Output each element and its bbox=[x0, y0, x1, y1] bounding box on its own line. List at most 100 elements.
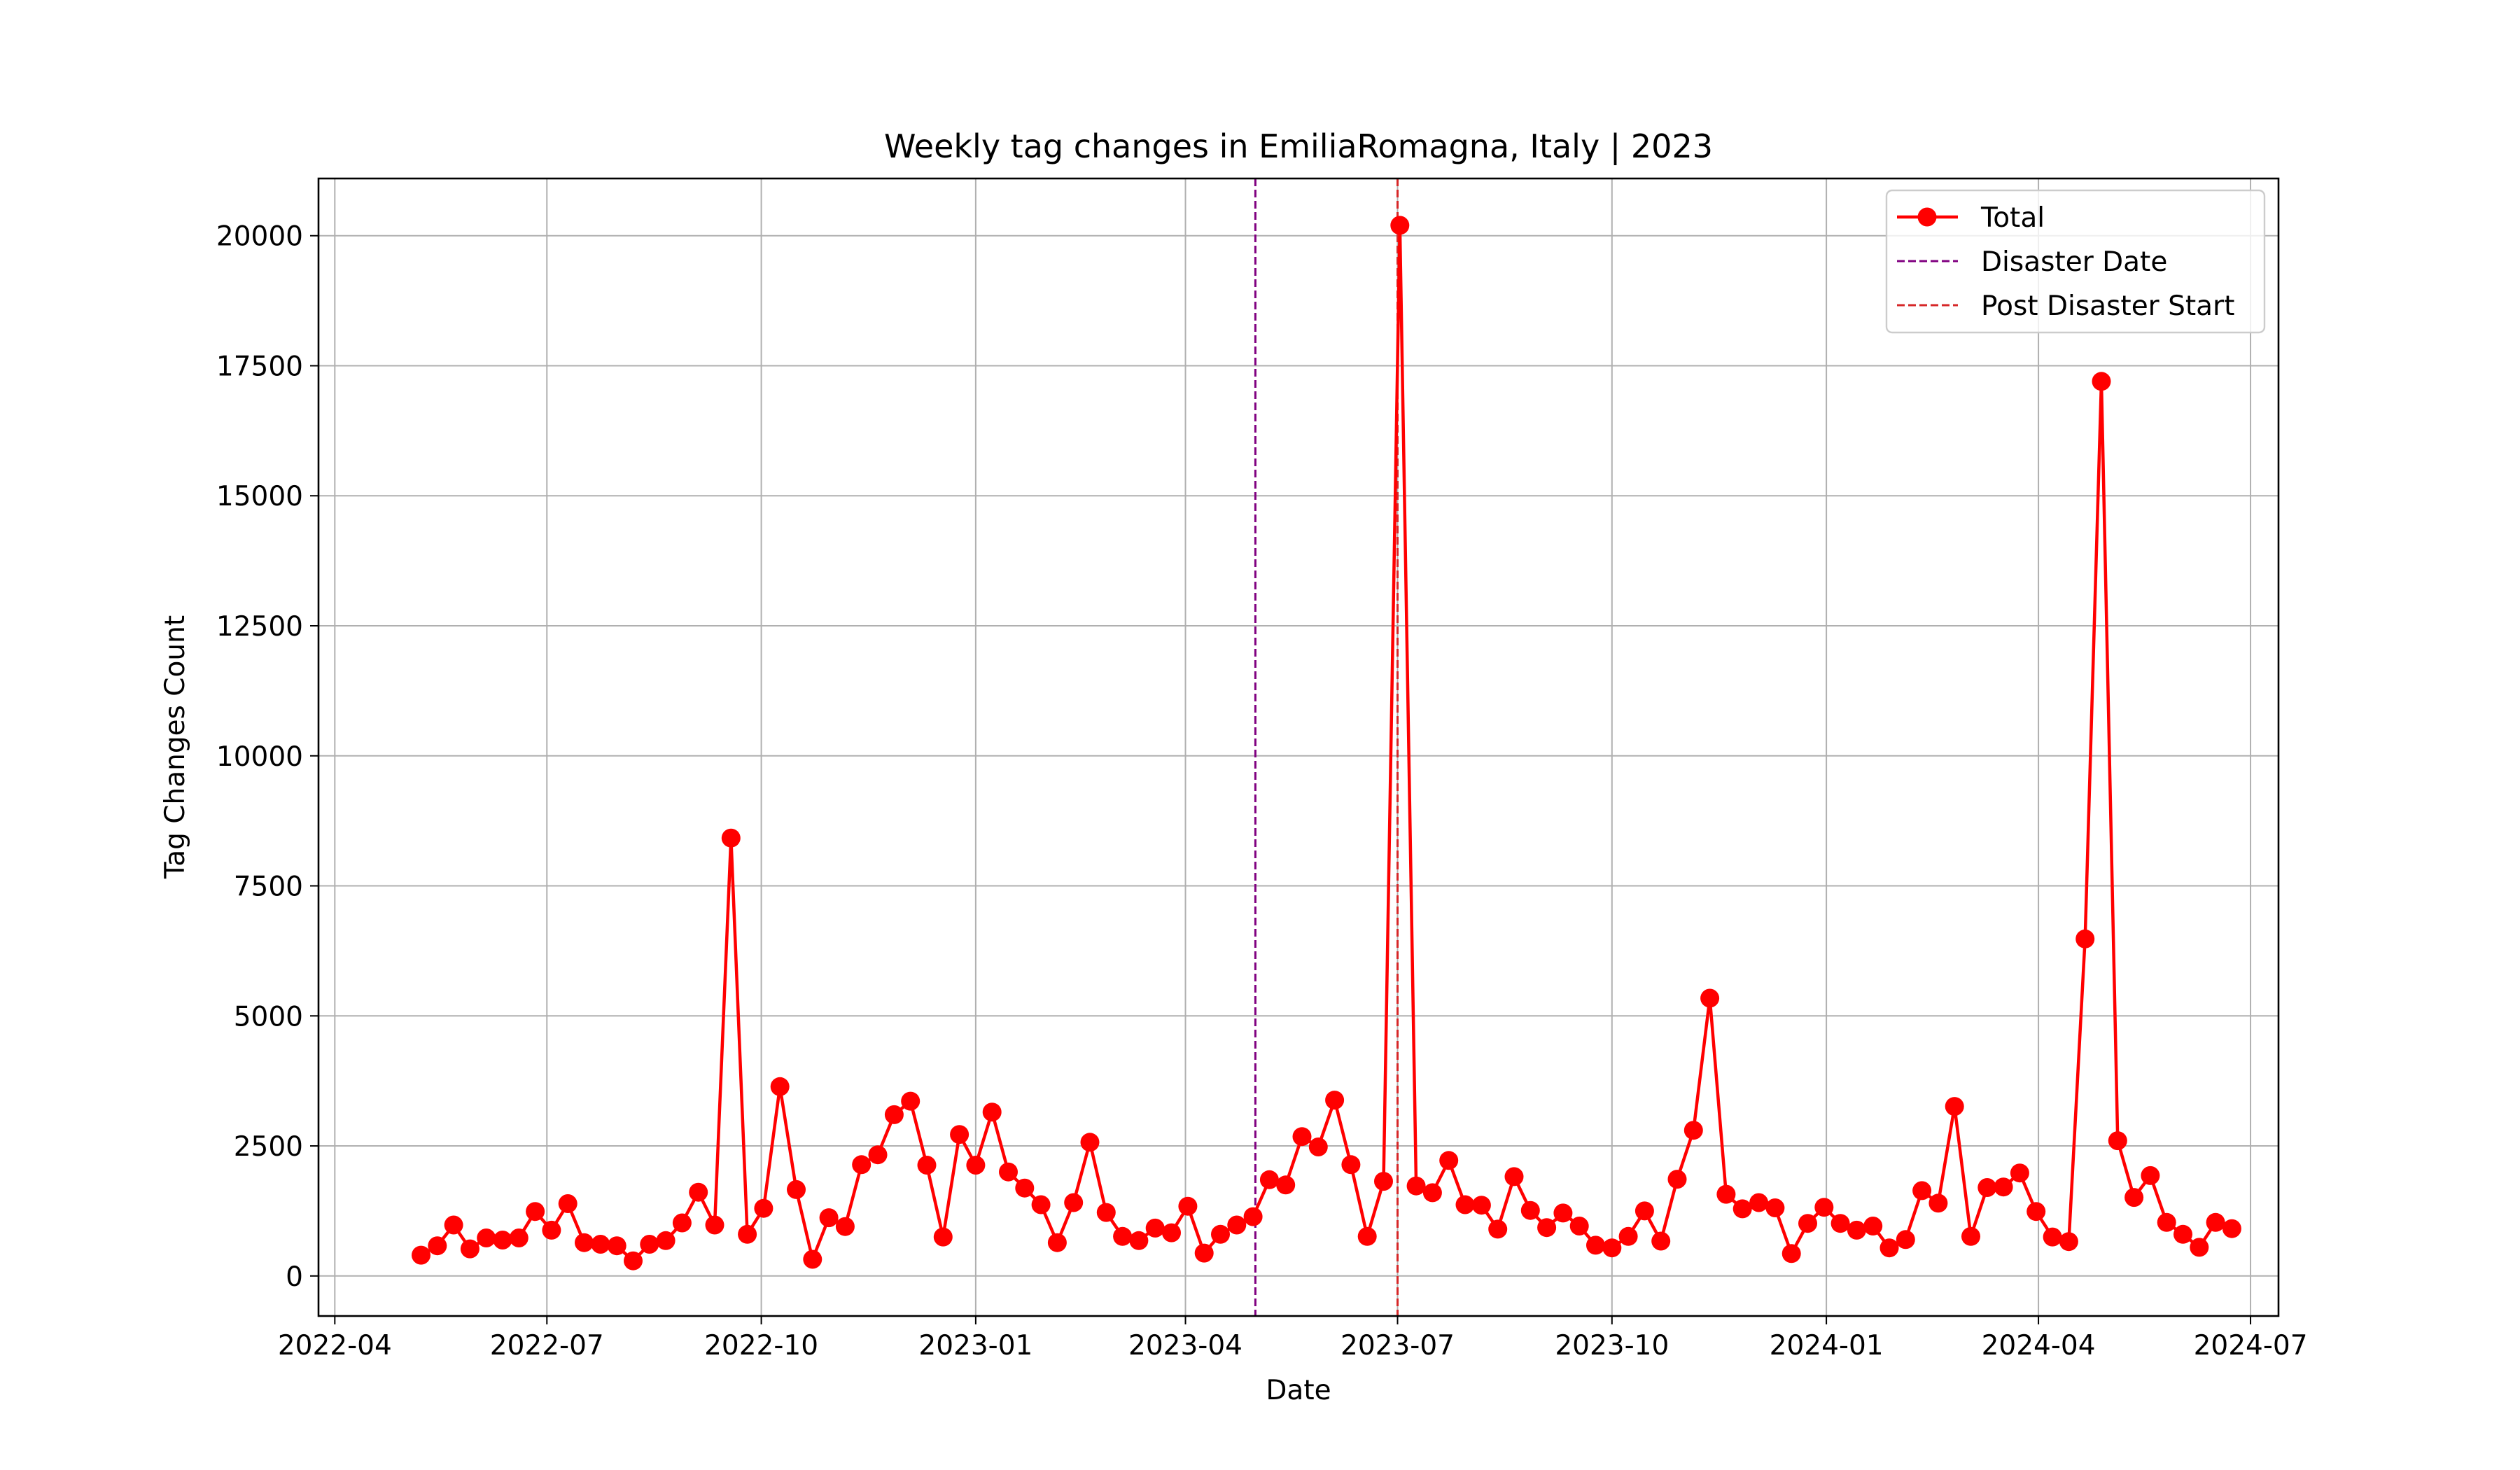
data-point bbox=[1113, 1226, 1133, 1246]
data-point bbox=[1520, 1200, 1540, 1220]
x-tick-label: 2022-04 bbox=[278, 1330, 392, 1362]
x-tick-label: 2023-01 bbox=[918, 1330, 1032, 1362]
data-point bbox=[640, 1235, 659, 1254]
data-point bbox=[917, 1156, 937, 1175]
data-point bbox=[428, 1236, 447, 1256]
chart-title: Weekly tag changes in EmiliaRomagna, Ita… bbox=[884, 127, 1713, 166]
data-point bbox=[1896, 1230, 1915, 1250]
data-point bbox=[1129, 1231, 1149, 1250]
data-point bbox=[1341, 1155, 1361, 1175]
data-point bbox=[1830, 1214, 1850, 1233]
series-total bbox=[412, 216, 2241, 1270]
data-point bbox=[1814, 1198, 1834, 1217]
data-point bbox=[2141, 1166, 2160, 1185]
data-point bbox=[444, 1215, 463, 1235]
legend: Total Disaster Date Post Disaster Start bbox=[1885, 189, 2266, 334]
y-tick-label: 15000 bbox=[216, 481, 303, 512]
data-point bbox=[689, 1182, 708, 1202]
data-point bbox=[2206, 1212, 2225, 1232]
data-point bbox=[1602, 1238, 1622, 1258]
x-tick-label: 2024-07 bbox=[2194, 1330, 2308, 1362]
data-point bbox=[542, 1220, 561, 1240]
x-tick-label: 2023-10 bbox=[1555, 1330, 1669, 1362]
legend-label-disaster-date: Disaster Date bbox=[1981, 246, 2167, 278]
x-axis: 2022-04 2022-07 2022-10 2023-01 2023-04 2023-… bbox=[278, 1316, 2308, 1362]
data-point bbox=[2157, 1212, 2176, 1232]
data-point bbox=[509, 1228, 528, 1247]
data-point bbox=[835, 1217, 855, 1236]
data-point bbox=[1488, 1219, 1508, 1239]
data-point bbox=[1031, 1195, 1051, 1214]
data-point bbox=[591, 1235, 610, 1254]
data-point bbox=[1406, 1176, 1426, 1196]
data-point bbox=[2010, 1163, 2029, 1183]
data-point bbox=[982, 1102, 1002, 1122]
data-point bbox=[1080, 1133, 1100, 1152]
data-point bbox=[2076, 929, 2095, 948]
data-point bbox=[1863, 1217, 1883, 1236]
data-point bbox=[1945, 1097, 1964, 1116]
data-point bbox=[1912, 1181, 1932, 1200]
legend-label-post-disaster-start: Post Disaster Start bbox=[1981, 290, 2234, 322]
data-point bbox=[477, 1228, 496, 1247]
data-point bbox=[1782, 1244, 1801, 1264]
data-point bbox=[2190, 1238, 2209, 1257]
data-point bbox=[1259, 1170, 1279, 1189]
data-point bbox=[2043, 1227, 2062, 1247]
data-point bbox=[1162, 1223, 1181, 1242]
data-point bbox=[721, 828, 741, 848]
data-point bbox=[803, 1250, 822, 1269]
plot-frame bbox=[317, 177, 2280, 1317]
data-point bbox=[672, 1213, 692, 1233]
series-line-total bbox=[420, 223, 2233, 1263]
data-point bbox=[1455, 1195, 1475, 1214]
data-point bbox=[1096, 1203, 1116, 1222]
data-point bbox=[1651, 1231, 1671, 1251]
data-point bbox=[1243, 1207, 1263, 1226]
data-point bbox=[1227, 1215, 1247, 1235]
data-point bbox=[493, 1231, 512, 1250]
data-point bbox=[1553, 1203, 1573, 1223]
x-tick-label: 2024-01 bbox=[1770, 1330, 1884, 1362]
data-point bbox=[1308, 1138, 1328, 1156]
data-point bbox=[787, 1180, 806, 1199]
y-tick-label: 17500 bbox=[216, 351, 303, 382]
data-point bbox=[2124, 1188, 2144, 1208]
data-point bbox=[1684, 1121, 1703, 1140]
data-point bbox=[754, 1198, 774, 1218]
data-point bbox=[933, 1227, 953, 1247]
data-point bbox=[2108, 1131, 2127, 1151]
data-point bbox=[1634, 1201, 1654, 1221]
data-point bbox=[1961, 1226, 1980, 1246]
data-point bbox=[2174, 1224, 2192, 1244]
data-point bbox=[575, 1233, 594, 1252]
data-point bbox=[901, 1091, 920, 1111]
data-point bbox=[412, 1245, 430, 1265]
x-tick-label: 2024-04 bbox=[1982, 1330, 2096, 1362]
data-point bbox=[1276, 1175, 1296, 1195]
data-point bbox=[1732, 1199, 1752, 1219]
data-point bbox=[966, 1156, 986, 1175]
data-point bbox=[1504, 1167, 1524, 1186]
data-point bbox=[1716, 1184, 1736, 1204]
data-point bbox=[1879, 1238, 1899, 1258]
data-point bbox=[999, 1162, 1018, 1182]
y-tick-label: 7500 bbox=[234, 872, 303, 903]
data-point bbox=[884, 1105, 904, 1124]
data-point bbox=[624, 1251, 643, 1270]
data-point bbox=[2059, 1232, 2078, 1252]
y-tick-label: 5000 bbox=[234, 1001, 303, 1032]
data-point bbox=[2026, 1202, 2046, 1222]
data-point bbox=[950, 1125, 969, 1144]
data-point bbox=[1471, 1196, 1491, 1215]
y-tick-label: 0 bbox=[286, 1261, 303, 1293]
data-point bbox=[1211, 1224, 1230, 1244]
data-point bbox=[738, 1224, 757, 1244]
data-point bbox=[2092, 372, 2111, 391]
y-tick-label: 2500 bbox=[234, 1131, 303, 1163]
data-point bbox=[656, 1231, 676, 1250]
data-point bbox=[1618, 1226, 1638, 1246]
data-point bbox=[526, 1202, 545, 1222]
data-point bbox=[819, 1208, 839, 1228]
data-point bbox=[868, 1145, 888, 1165]
